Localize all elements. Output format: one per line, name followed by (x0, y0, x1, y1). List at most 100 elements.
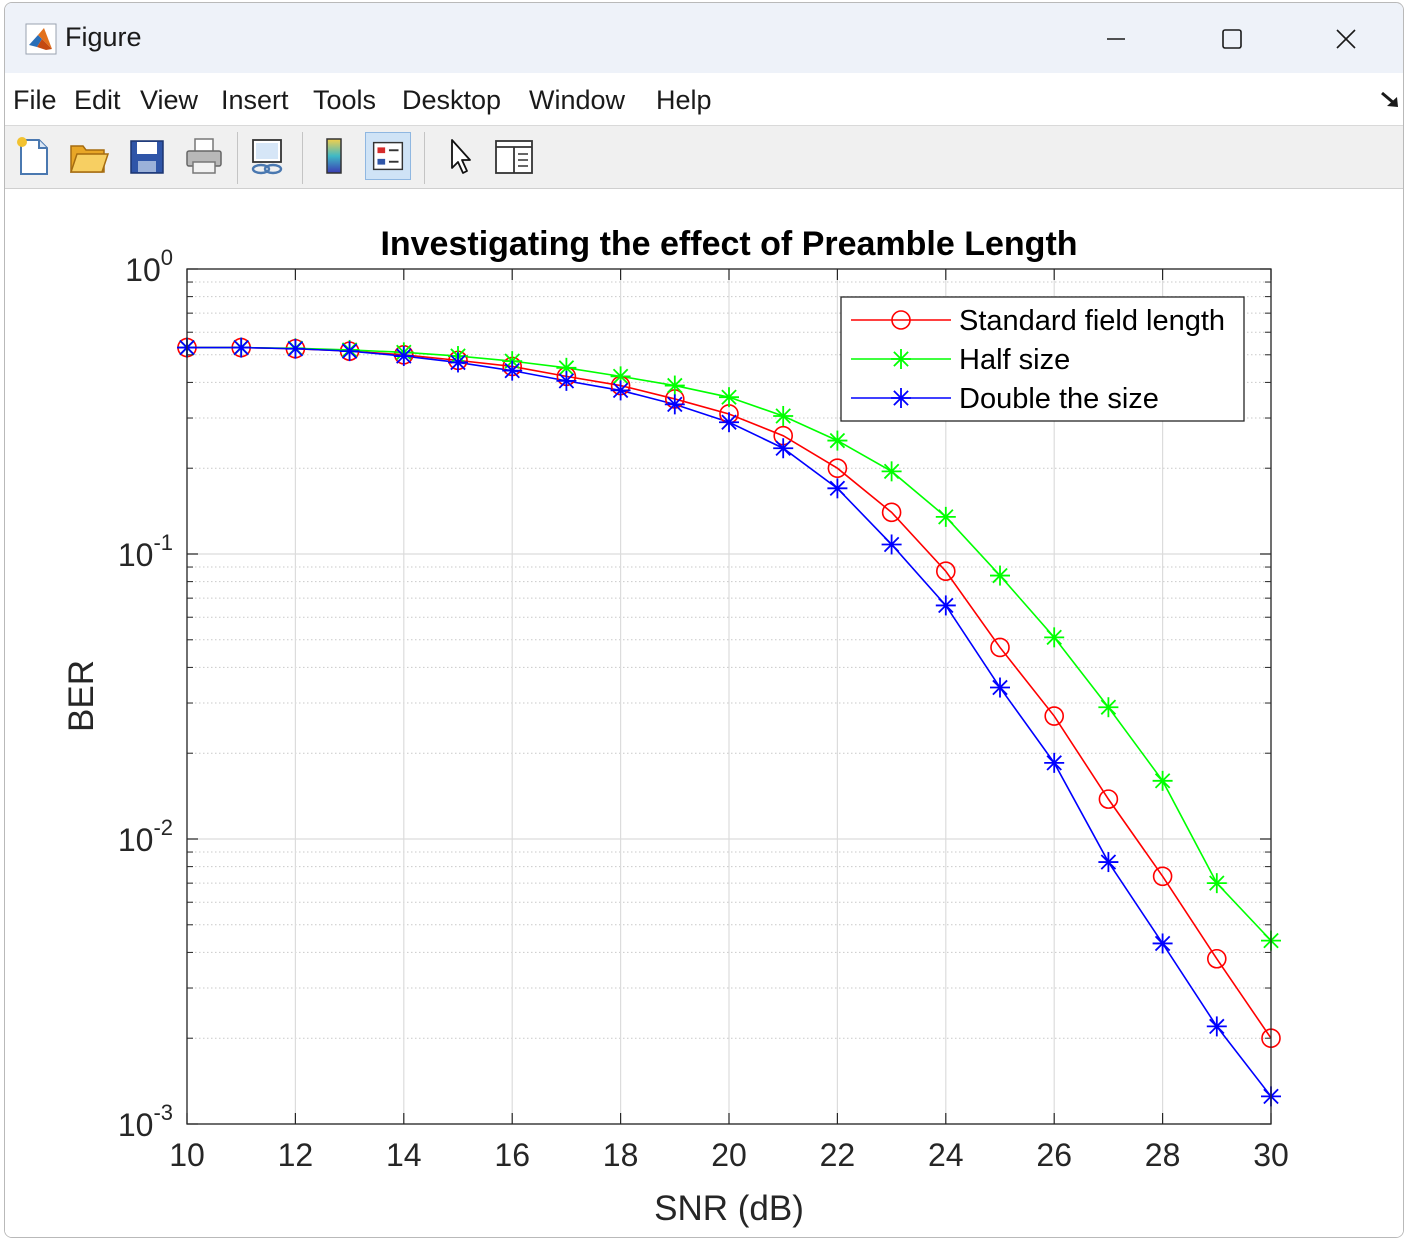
data-point-2 (827, 478, 848, 499)
menu-help[interactable]: Help (656, 85, 712, 115)
edit-plot-pointer-icon[interactable] (435, 132, 481, 180)
x-axis-label: SNR (dB) (654, 1189, 804, 1228)
menu-desktop[interactable]: Desktop (402, 85, 502, 115)
title-bar[interactable]: Figure (5, 3, 1403, 73)
marker-stroke (558, 373, 575, 389)
legend-label-1: Half size (959, 344, 1070, 376)
menu-bar: File Edit View Insert Tools Desktop Wind… (5, 73, 1403, 126)
data-point-2 (231, 337, 252, 358)
x-tick-label: 16 (494, 1137, 530, 1173)
legend[interactable]: Standard field length Half size Double the… (840, 296, 1245, 422)
data-point-0 (1098, 789, 1119, 809)
y-axis-label: BER (62, 660, 101, 732)
menu-file[interactable]: File (13, 85, 57, 115)
x-tick-label: 30 (1253, 1137, 1289, 1173)
data-point-1 (1206, 873, 1227, 894)
marker-stroke (829, 480, 846, 497)
y-tick-label: 10-2 (118, 815, 173, 858)
marker-stroke (612, 368, 629, 385)
marker-stroke (938, 597, 954, 614)
menu-view[interactable]: View (140, 85, 199, 115)
plot-svg[interactable]: 100 10-1 10-2 10-310 12 14 16 18 20 22 24 26 28 30 In… (5, 189, 1403, 1237)
data-point-1 (990, 565, 1010, 586)
marker-stroke (341, 343, 358, 359)
dock-arrow-icon[interactable] (1378, 89, 1402, 111)
data-point-0 (990, 637, 1010, 658)
x-tick-label: 12 (278, 1137, 314, 1173)
property-inspector-icon[interactable] (490, 132, 536, 180)
link-plot-icon[interactable] (244, 132, 290, 180)
tick-labels: 100 10-1 10-2 10-310 12 14 16 18 20 22 24 26 28 30 (118, 245, 1289, 1173)
data-point-2 (1044, 752, 1065, 773)
menu-tools[interactable]: Tools (313, 85, 377, 115)
data-point-1 (773, 405, 794, 426)
x-tick-label: 22 (820, 1137, 856, 1173)
marker-stroke (883, 463, 900, 480)
marker-stroke (1209, 1018, 1225, 1035)
marker-stroke (775, 440, 791, 456)
marker-stroke (558, 360, 575, 376)
data-point-2 (610, 380, 631, 401)
save-icon[interactable] (124, 132, 170, 180)
maximize-icon[interactable] (1208, 17, 1254, 61)
x-tick-label: 28 (1145, 1137, 1181, 1173)
data-point-1 (1152, 770, 1173, 791)
menu-insert[interactable]: Insert (221, 85, 289, 115)
data-point-0 (935, 561, 956, 582)
x-tick-label: 14 (386, 1137, 422, 1173)
marker-stroke (450, 354, 466, 371)
marker-stroke (1154, 935, 1171, 952)
data-point-2 (1098, 852, 1119, 873)
marker-stroke (1100, 699, 1117, 715)
menu-edit[interactable]: Edit (74, 85, 121, 115)
data-point-0 (827, 458, 848, 479)
marker-stroke (829, 432, 846, 449)
minimize-icon[interactable] (1093, 17, 1139, 61)
x-tick-label: 18 (603, 1137, 639, 1173)
data-point-2 (502, 360, 523, 381)
data-point-2 (285, 338, 306, 359)
legend-icon[interactable] (365, 132, 411, 180)
data-point-0 (1152, 866, 1173, 887)
close-icon[interactable] (1323, 17, 1369, 61)
figure-canvas[interactable]: 100 10-1 10-2 10-3 10 12 14 16 18 20 22 24 26 28 30 In… (5, 189, 1403, 1237)
legend-marker-2 (891, 388, 911, 408)
x-tick-label: 20 (711, 1137, 747, 1173)
open-file-icon[interactable] (66, 132, 112, 180)
data-point-1 (1098, 697, 1119, 718)
data-point-2 (556, 370, 577, 391)
data-point-1 (935, 506, 956, 527)
data-point-1 (881, 461, 902, 482)
marker-stroke (1046, 755, 1062, 771)
marker-stroke (992, 567, 1008, 584)
marker-stroke (287, 341, 304, 357)
marker-stroke (1209, 875, 1225, 891)
marker-stroke (893, 390, 909, 406)
new-figure-icon[interactable] (11, 132, 57, 180)
data-point-2 (448, 352, 468, 373)
toolbar-separator (424, 132, 425, 184)
marker-stroke (667, 377, 683, 394)
marker-stroke (233, 339, 249, 356)
toolbar-separator (237, 132, 238, 184)
legend-label-0: Standard field length (959, 305, 1225, 337)
figure-window: Figure File Edit View Insert Tools Deskt… (4, 2, 1404, 1238)
axis-ticks (186, 268, 1272, 1125)
marker-stroke (1100, 854, 1117, 870)
marker-stroke (504, 362, 520, 379)
x-tick-label: 24 (928, 1137, 964, 1173)
window-title: Figure (65, 22, 142, 52)
colorbar-icon[interactable] (311, 132, 357, 180)
marker-stroke (396, 348, 412, 364)
data-point-2 (339, 341, 360, 362)
x-tick-label: 26 (1036, 1137, 1072, 1173)
print-icon[interactable] (181, 132, 227, 180)
marker-stroke (883, 536, 900, 553)
data-point-2 (719, 412, 739, 433)
data-point-2 (990, 677, 1010, 698)
marker-stroke (612, 382, 629, 399)
data-point-2 (664, 394, 685, 415)
toolbar-separator (302, 132, 303, 184)
y-tick-label: 100 (125, 245, 173, 288)
menu-window[interactable]: Window (529, 85, 626, 115)
